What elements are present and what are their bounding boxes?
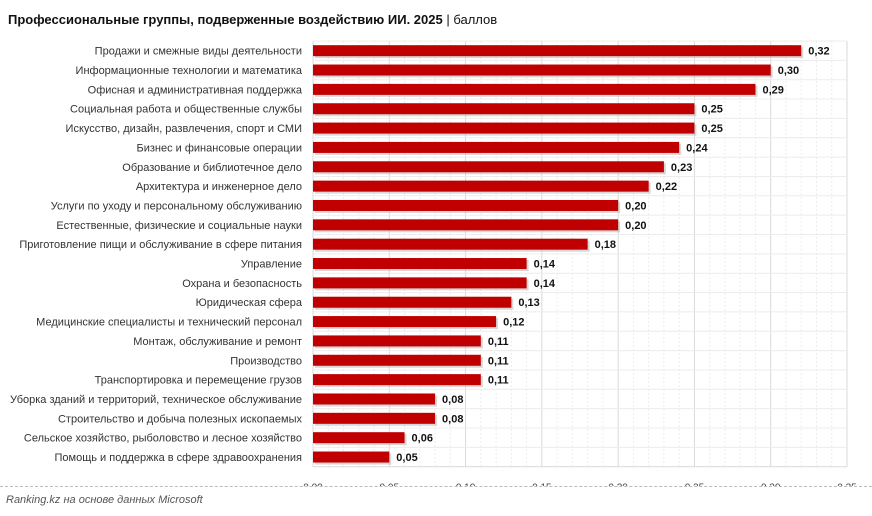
category-label: Приготовление пищи и обслуживание в сфер… [19,239,302,251]
divider [0,486,872,487]
x-tick-label: 0,20 [608,483,628,486]
bar-chart: Продажи и смежные виды деятельности 0,32 И… [10,40,857,486]
x-tick-label: 0,00 [303,483,323,486]
category-label: Транспортировка и перемещение грузов [95,375,303,387]
bar [313,122,695,134]
category-label: Сельское хозяйство, рыболовство и лесное… [24,433,302,445]
category-label: Архитектура и инженерное дело [136,181,302,193]
data-label: 0,08 [442,394,463,406]
category-label: Помощь и поддержка в сфере здравоохранен… [55,452,303,464]
bar [313,296,512,308]
data-label: 0,14 [534,278,556,290]
data-label: 0,20 [625,200,646,212]
bar [313,103,695,115]
data-label: 0,29 [762,84,783,96]
bar [313,180,649,192]
bar [313,335,481,347]
x-tick-label: 0,35 [837,483,857,486]
data-label: 0,06 [412,433,433,445]
data-label: 0,25 [701,104,722,116]
x-tick-label: 0,05 [380,483,400,486]
category-label: Медицинские специалисты и технический пе… [36,317,302,329]
category-label: Бизнес и финансовые операции [137,142,303,154]
bar [313,219,619,231]
category-label: Услуги по уходу и персональному обслужив… [51,200,302,212]
source-note: Ranking.kz на основе данных Microsoft [6,494,203,506]
category-label: Юридическая сфера [196,297,303,309]
chart-title: Профессиональные группы, подверженные во… [8,12,498,27]
bar [313,64,771,76]
bar [313,258,527,270]
data-label: 0,30 [778,65,799,77]
category-label: Монтаж, обслуживание и ремонт [133,336,302,348]
data-label: 0,13 [518,297,539,309]
x-tick-label: 0,25 [685,483,705,486]
category-label: Строительство и добыча полезных ископаем… [58,413,303,425]
bar [313,238,588,250]
x-tick-label: 0,10 [456,483,476,486]
bar [313,393,436,405]
data-label: 0,11 [488,375,509,387]
x-tick-label: 0,30 [761,483,781,486]
category-label: Производство [230,355,302,367]
bar [313,412,436,424]
data-label: 0,23 [671,162,692,174]
data-label: 0,11 [488,355,509,367]
bar [313,45,802,57]
data-label: 0,14 [534,259,556,271]
category-label: Управление [241,259,302,271]
data-label: 0,20 [625,220,646,232]
bar [313,432,405,444]
data-label: 0,24 [686,142,708,154]
bar [313,83,756,95]
category-label: Продажи и смежные виды деятельности [95,46,302,58]
category-label: Офисная и административная поддержка [88,84,303,96]
subtitle-text: баллов [453,12,498,27]
data-label: 0,22 [656,181,677,193]
bar [313,277,527,289]
title-text: Профессиональные группы, подверженные во… [8,12,443,27]
category-label: Уборка зданий и территорий, техническое … [10,394,302,406]
category-label: Охрана и безопасность [182,278,302,290]
category-label: Искусство, дизайн, развлечения, спорт и … [66,123,302,135]
category-label: Информационные технологии и математика [76,65,303,77]
bar [313,141,680,153]
bar [313,316,497,328]
bar [313,199,619,211]
category-label: Социальная работа и общественные службы [70,104,302,116]
data-label: 0,11 [488,336,509,348]
category-label: Образование и библиотечное дело [122,162,302,174]
data-label: 0,12 [503,317,524,329]
data-label: 0,05 [396,452,417,464]
x-tick-label: 0,15 [532,483,552,486]
bar [313,451,390,463]
data-label: 0,08 [442,413,463,425]
bar [313,354,481,366]
category-label: Естественные, физические и социальные на… [56,220,302,232]
bar [313,161,664,173]
data-label: 0,25 [701,123,722,135]
bar [313,374,481,386]
data-label: 0,18 [595,239,616,251]
data-label: 0,32 [808,46,829,58]
